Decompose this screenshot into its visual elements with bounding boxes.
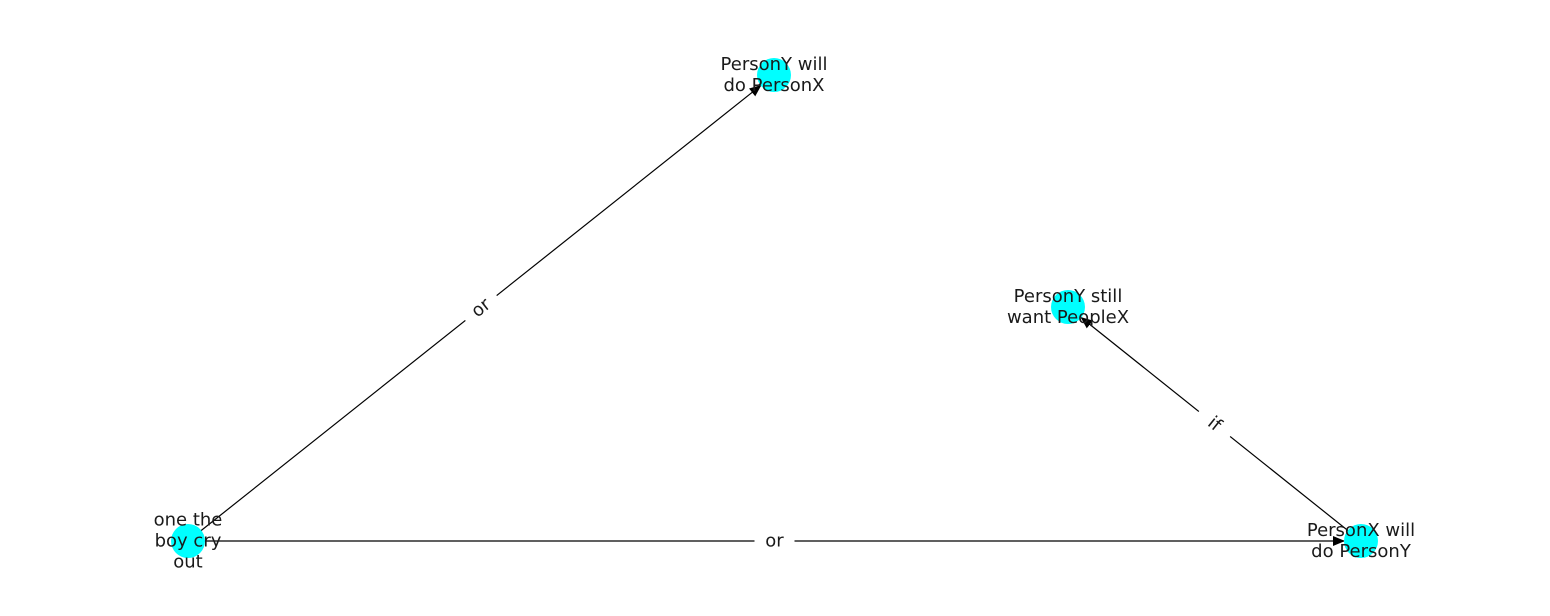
edge-label-background <box>1191 402 1238 446</box>
node-label-line: do PersonX <box>724 75 825 96</box>
node-circle <box>757 58 791 92</box>
node-circle <box>171 524 205 558</box>
edges-layer: or or if <box>187 84 1362 553</box>
node-label-line: boy cry <box>155 531 222 552</box>
edge-label-background <box>754 529 795 553</box>
node-label-line: one the <box>154 510 223 531</box>
edge-label-group: or <box>754 529 795 553</box>
node-circle <box>1051 290 1085 324</box>
node-label-line: PersonY still <box>1014 286 1123 307</box>
edge-label: or <box>765 531 784 552</box>
edge-label-group: or <box>457 286 505 330</box>
node-label-line: do PersonY <box>1311 541 1412 562</box>
node-label-line: PersonX will <box>1307 520 1415 541</box>
node-circle <box>1344 524 1378 558</box>
edge-label-group: if <box>1191 402 1238 446</box>
node-label-line: out <box>173 552 202 573</box>
edge-label-background <box>457 286 505 330</box>
node-label-line: want PeopleX <box>1007 307 1129 328</box>
node-label-line: PersonY will <box>721 54 828 75</box>
